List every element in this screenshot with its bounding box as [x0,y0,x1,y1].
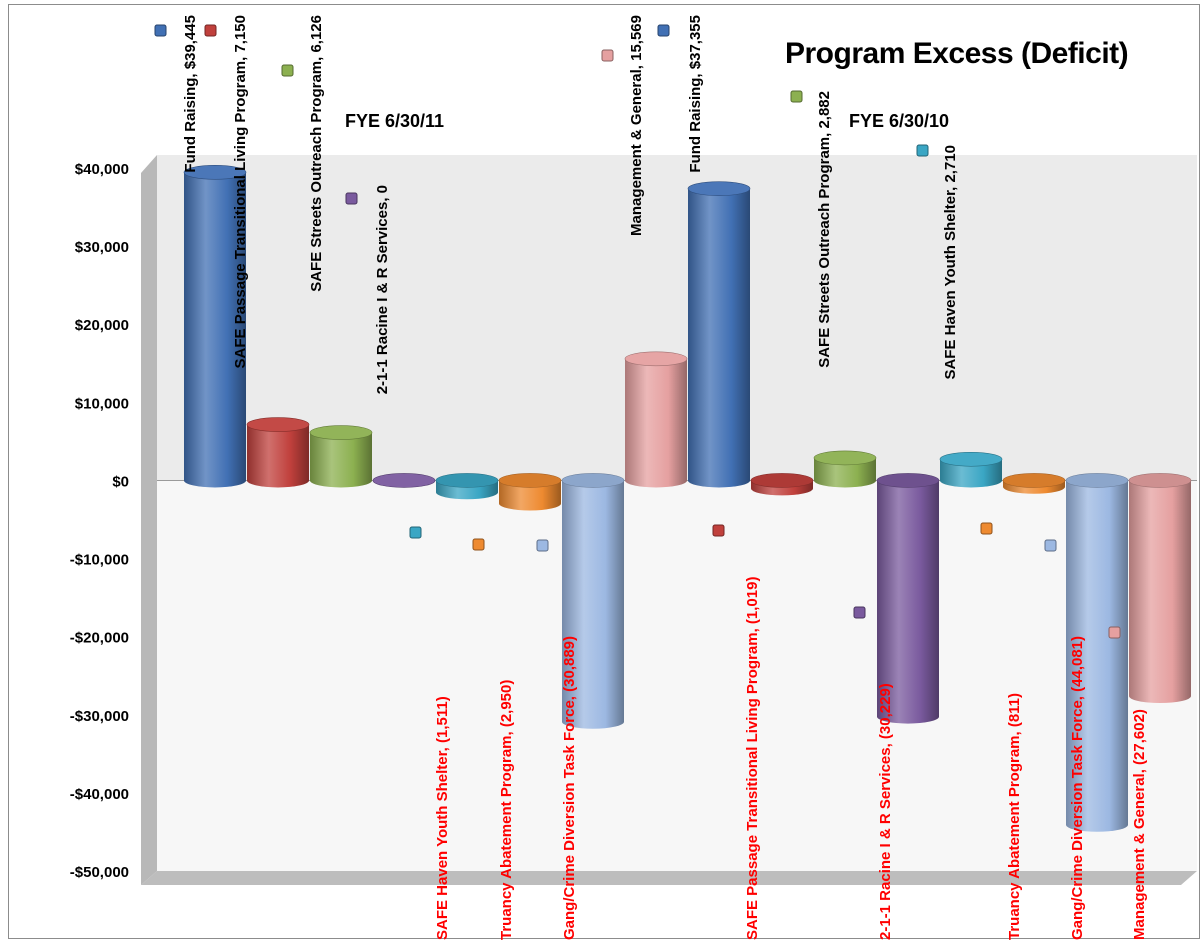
data-label: Fund Raising, $37,355 [687,15,704,173]
series-marker [601,49,614,62]
group-title-2011: FYE 6/30/11 [345,111,444,131]
group-title-2010: FYE 6/30/10 [849,111,949,131]
series-marker [980,522,993,535]
series-marker [853,606,866,619]
series-marker [345,192,358,205]
bar-2010-7 [1128,473,1192,704]
data-label: Management & General, (27,602) [1131,709,1148,940]
bar-2010-4 [939,451,1003,488]
bar-2011-2 [309,425,373,488]
bars-layer [183,165,1192,832]
series-marker [204,24,217,37]
data-label: SAFE Haven Youth Shelter, 2,710 [942,145,959,380]
chart-svg: $40,000 $30,000 $20,000 $10,000 $0 -$10,000 -$… [70,15,1197,940]
y-tick-label: $40,000 [75,161,129,178]
data-label: SAFE Passage Transitional Living Program… [232,15,249,368]
series-marker [790,90,803,103]
series-marker [154,24,167,37]
bar-2011-3 [372,473,436,488]
series-marker [1108,626,1121,639]
series-marker [536,539,549,552]
bar-2011-6 [561,473,625,729]
data-label: SAFE Haven Youth Shelter, (1,511) [434,696,451,940]
data-label: Gang/Crime Diversion Task Force, (30,889… [561,636,578,940]
data-label: SAFE Streets Outreach Program, 6,126 [308,15,325,292]
y-axis-ticks: $40,000 $30,000 $20,000 $10,000 $0 -$10,000 -$… [70,161,129,881]
data-label: 2-1-1 Racine I & R Services, 0 [374,185,391,394]
data-label: 2-1-1 Racine I & R Services, (30,229) [877,683,894,940]
bar-2011-7 [624,351,688,488]
series-marker [472,538,485,551]
bar-2011-5 [498,473,562,511]
plot-background [141,155,1197,885]
data-label: Truancy Abatement Program, (2,950) [498,680,515,940]
y-tick-label: -$20,000 [70,630,129,647]
data-label: Fund Raising, $39,445 [182,15,199,173]
bar-2010-0 [687,181,751,488]
bar-2011-0 [183,165,247,488]
y-tick-label: -$10,000 [70,552,129,569]
y-tick-label: -$50,000 [70,864,129,881]
series-marker [712,524,725,537]
data-label: Truancy Abatement Program, (811) [1006,693,1023,940]
data-labels-layer: Fund Raising, $39,445 SAFE Passage Transi… [182,15,1148,940]
data-label: Gang/Crime Diversion Task Force, (44,081… [1069,636,1086,940]
bar-2010-3 [876,473,940,724]
y-tick-label: -$30,000 [70,708,129,725]
chart-title: Program Excess (Deficit) [785,37,1128,70]
y-tick-label: $0 [112,473,129,490]
y-tick-label: $20,000 [75,317,129,334]
bar-2010-1 [750,473,814,496]
series-marker [409,526,422,539]
bar-2011-4 [435,473,499,500]
y-tick-label: -$40,000 [70,786,129,803]
y-tick-label: $30,000 [75,239,129,256]
y-tick-label: $10,000 [75,395,129,412]
chart-frame: $40,000 $30,000 $20,000 $10,000 $0 -$10,000 -$… [8,4,1200,940]
data-label: SAFE Streets Outreach Program, 2,882 [816,91,833,368]
bar-2010-5 [1002,473,1066,494]
legend-markers-layer [154,24,1121,639]
series-marker [657,24,670,37]
data-label: SAFE Passage Transitional Living Program… [744,577,761,940]
series-marker [281,64,294,77]
data-label: Management & General, 15,569 [628,15,645,236]
series-marker [916,144,929,157]
bar-2010-2 [813,450,877,488]
bar-2010-6 [1065,473,1129,832]
bar-2011-1 [246,417,310,488]
series-marker [1044,539,1057,552]
